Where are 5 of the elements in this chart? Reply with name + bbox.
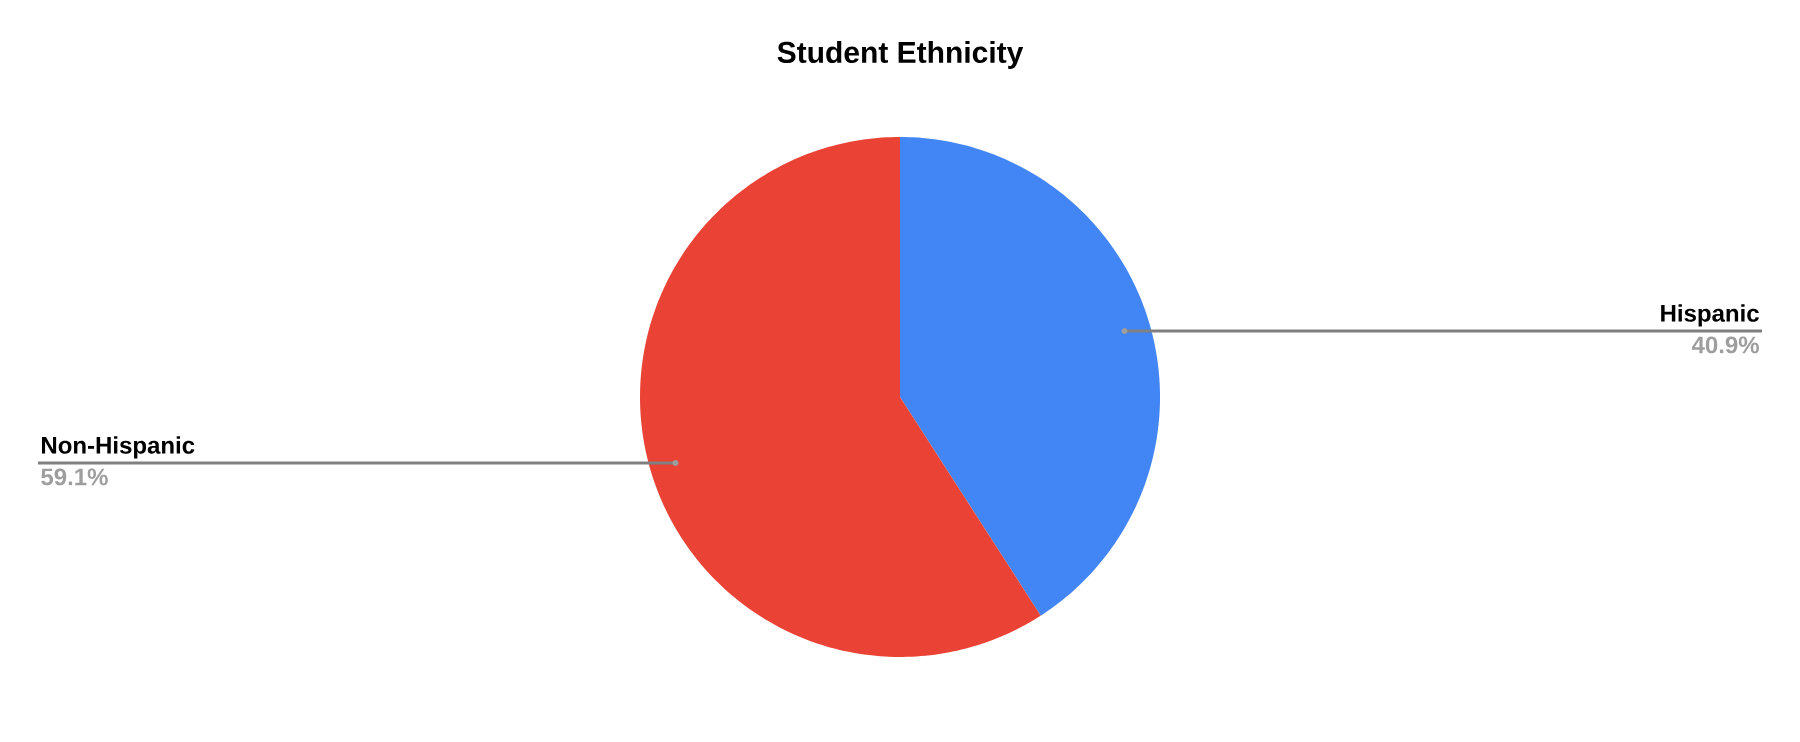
slice-label: Hispanic — [1661, 304, 1759, 327]
data-label: 59.1% — [41, 468, 108, 486]
slice-label: Non-Hispanic — [42, 436, 195, 459]
data-label: 40.9% — [1691, 336, 1759, 354]
chart-title: Student Ethnicity — [777, 41, 1024, 69]
